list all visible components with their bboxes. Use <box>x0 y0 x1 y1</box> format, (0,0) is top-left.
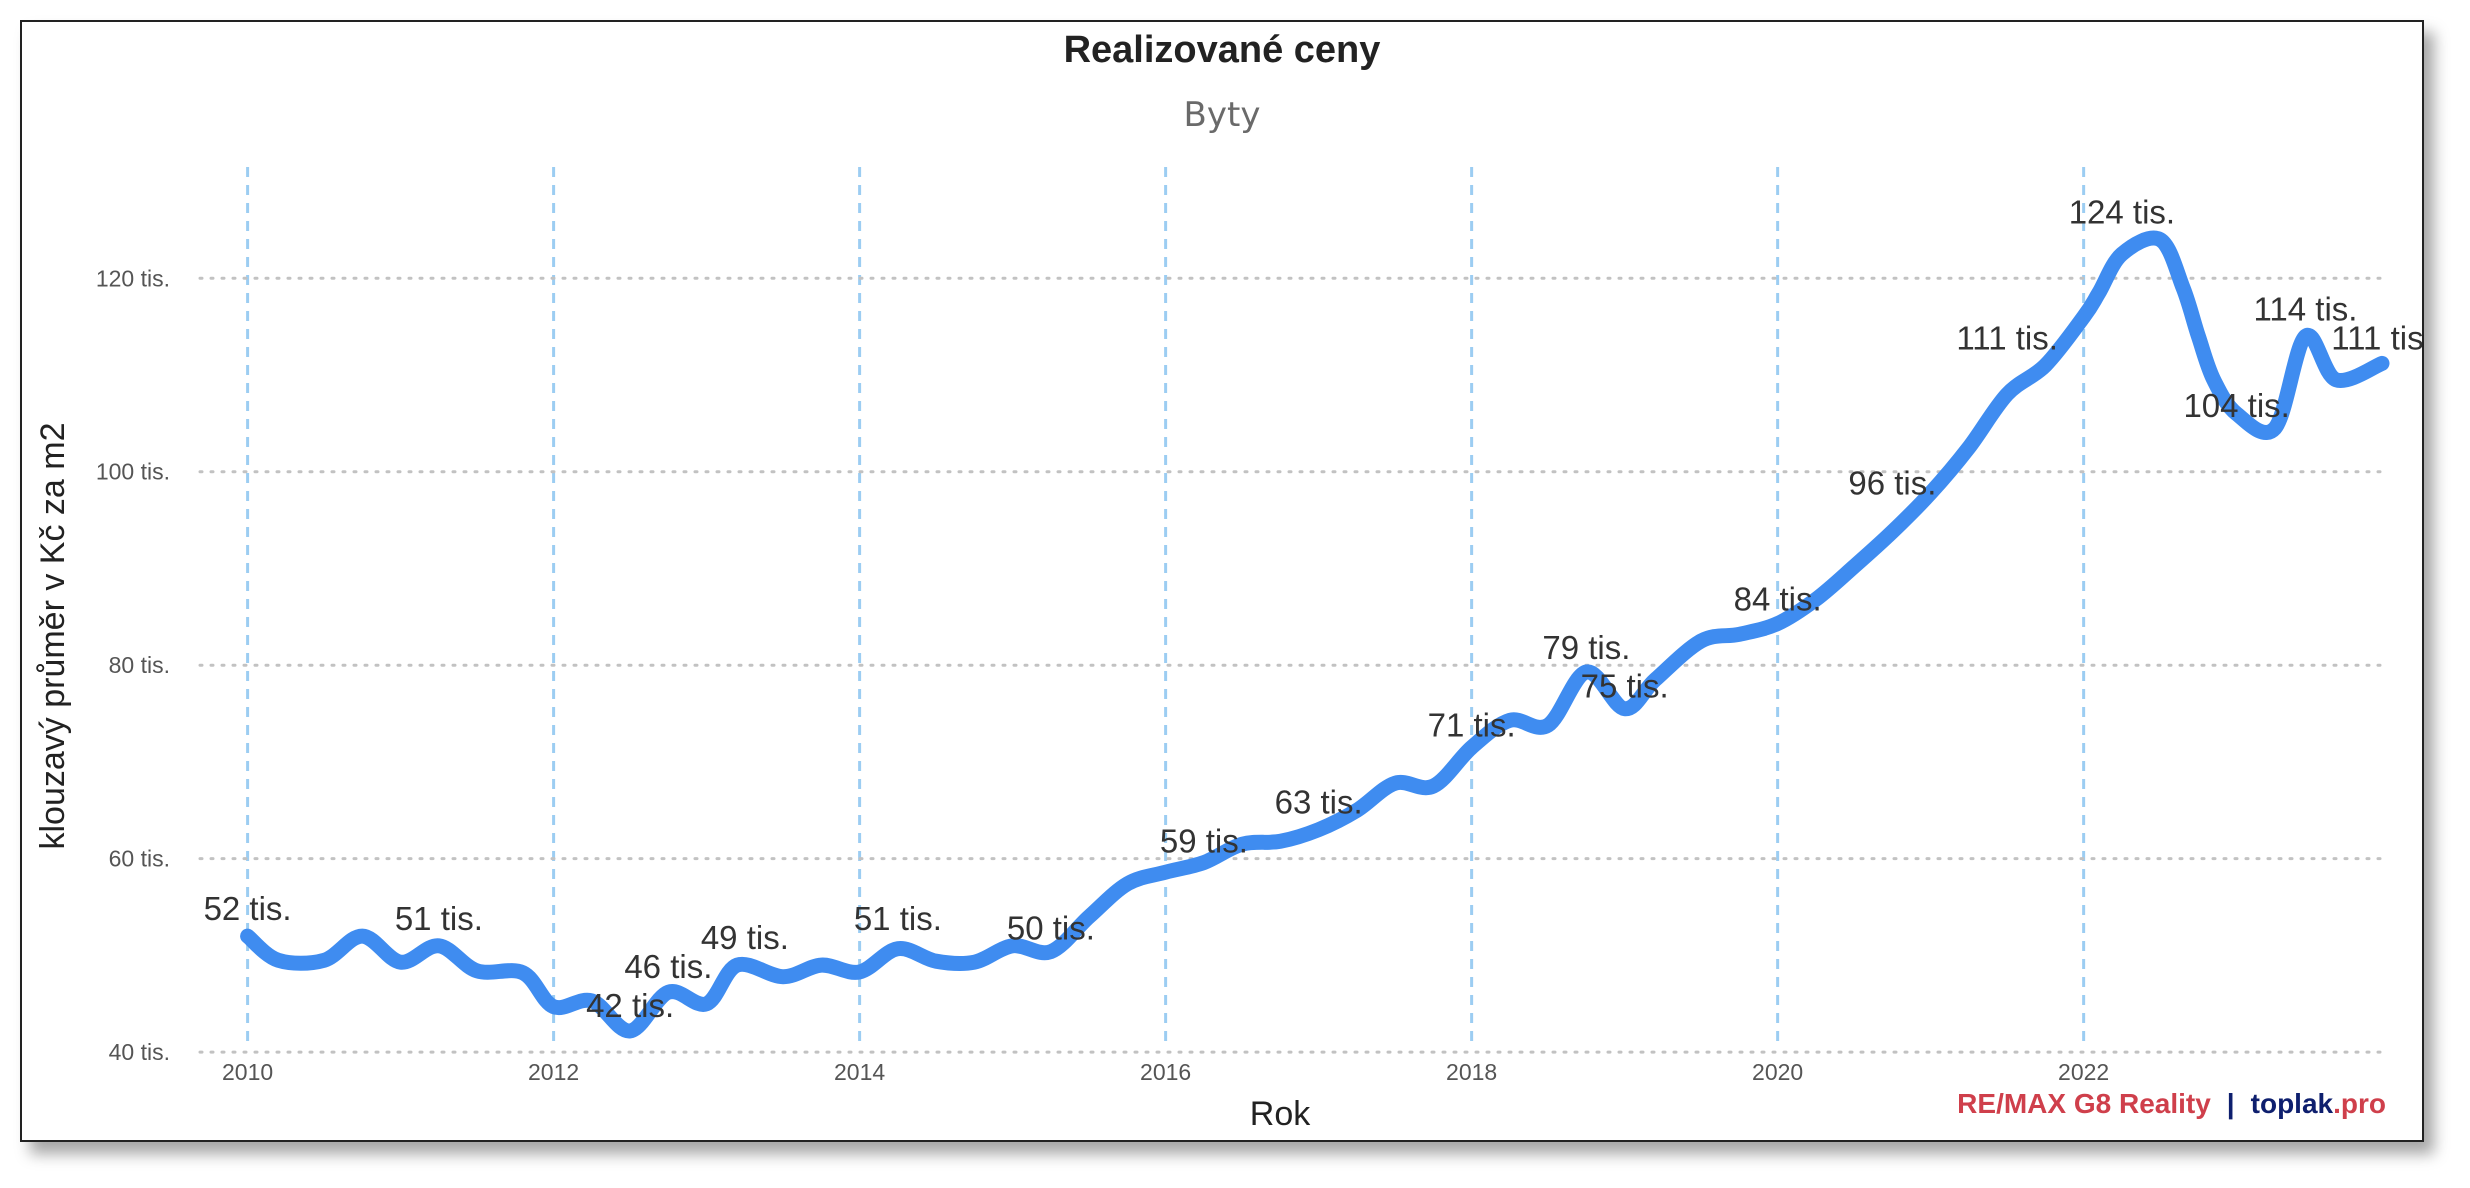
data-label: 104 tis. <box>2183 387 2289 424</box>
data-label: 111 tis. <box>2331 319 2422 356</box>
chart-title: Realizované ceny <box>1064 29 1381 71</box>
data-label: 49 tis. <box>701 919 789 956</box>
x-axis-title: Rok <box>1250 1095 1311 1133</box>
y-tick-label: 40 tis. <box>109 1039 170 1065</box>
credit-remax-name: MAX G8 Reality <box>2004 1088 2211 1119</box>
x-tick-label: 2012 <box>528 1059 579 1085</box>
series-layer <box>240 230 2390 1039</box>
data-label: 71 tis. <box>1428 706 1516 743</box>
y-axis-title: klouzavý průměr v Kč za m2 <box>34 422 72 849</box>
x-tick-label: 2016 <box>1140 1059 1191 1085</box>
y-gridlines <box>198 276 2384 1054</box>
credit-pro: .pro <box>2333 1088 2386 1119</box>
data-label: 52 tis. <box>204 890 292 927</box>
y-tick-label: 80 tis. <box>109 652 170 678</box>
credit-separator: | <box>2227 1088 2235 1119</box>
x-tick-label: 2010 <box>222 1059 273 1085</box>
data-label: 51 tis. <box>395 900 483 937</box>
data-label: 111 tis. <box>1956 319 2058 356</box>
data-label: 84 tis. <box>1734 581 1822 618</box>
y-tick-label: 60 tis. <box>109 846 170 872</box>
x-tick-label: 2018 <box>1446 1059 1497 1085</box>
x-tick-labels: 2010 2012 2014 2016 2018 2020 2022 <box>222 1059 2109 1085</box>
credit-text: RE/MAX G8 Reality | toplak.pro <box>1957 1088 2386 1119</box>
data-label: 50 tis. <box>1007 909 1095 946</box>
chart-frame: 52 tis. 51 tis. 42 tis. 46 tis. 49 tis. 51 ti… <box>20 20 2424 1142</box>
data-label: 75 tis. <box>1581 668 1669 705</box>
x-tick-label: 2014 <box>834 1059 885 1085</box>
x-tick-label: 2020 <box>1752 1059 1803 1085</box>
data-label: 96 tis. <box>1848 464 1936 501</box>
line-chart: 52 tis. 51 tis. 42 tis.46 tis.49 tis. 51 ti… <box>34 29 2422 1133</box>
data-label: 63 tis. <box>1275 784 1363 821</box>
chart-subtitle: Byty <box>1184 95 1261 135</box>
data-label: 46 tis. <box>624 948 712 985</box>
data-label: 51 tis. <box>854 900 942 937</box>
credit-toplak: toplak <box>2251 1088 2334 1119</box>
y-tick-labels: 40 tis. 60 tis. 80 tis. 100 tis. 120 tis. <box>96 265 170 1065</box>
data-label: 79 tis. <box>1542 629 1630 666</box>
data-label: 114 tis. <box>2254 290 2358 327</box>
data-labels-layer: 52 tis. 51 tis. 42 tis.46 tis.49 tis. 51 ti… <box>204 194 2422 1024</box>
data-label: 59 tis. <box>1160 822 1248 859</box>
y-tick-label: 120 tis. <box>96 265 170 291</box>
credit-slash: / <box>1996 1088 2004 1119</box>
y-tick-label: 100 tis. <box>96 459 170 485</box>
credit-remax-re: RE <box>1957 1088 1996 1119</box>
series-line <box>240 230 2390 1039</box>
data-label: 42 tis. <box>586 987 674 1024</box>
data-label: 124 tis. <box>2069 194 2175 231</box>
x-tick-label: 2022 <box>2058 1059 2109 1085</box>
